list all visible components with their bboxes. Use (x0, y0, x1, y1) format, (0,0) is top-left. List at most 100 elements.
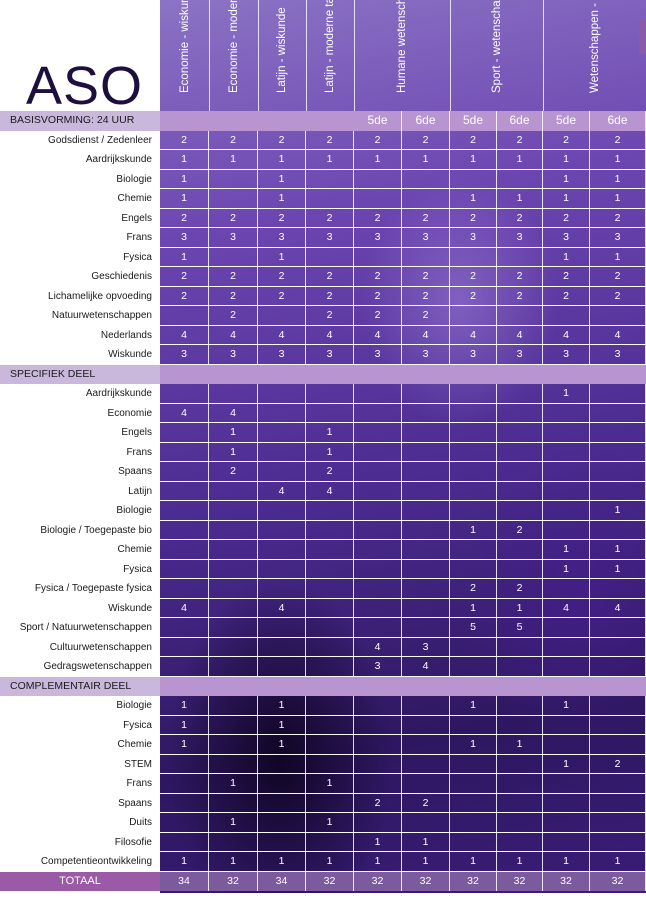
table-cell (306, 559, 354, 579)
table-cell: 2 (160, 130, 209, 150)
table-cell: 2 (497, 286, 543, 306)
table-row: Biologie 1 (0, 501, 646, 521)
table-cell: 1 (543, 189, 590, 209)
table-cell: 2 (209, 130, 258, 150)
table-cell: 2 (497, 520, 543, 540)
table-cell (160, 637, 209, 657)
table-cell (450, 559, 497, 579)
table-row: STEM 1 2 (0, 754, 646, 774)
table-cell: 1 (450, 735, 497, 755)
table-cell: 4 (160, 403, 209, 423)
table-cell (209, 247, 258, 267)
table-cell: 2 (306, 267, 354, 287)
table-cell: 2 (306, 130, 354, 150)
table-cell (590, 442, 646, 462)
table-cell (402, 559, 450, 579)
table-cell (209, 735, 258, 755)
table-cell: 3 (258, 228, 306, 248)
subject-label: Duits (129, 817, 152, 828)
subject-label: Latijn (128, 485, 152, 497)
table-cell: 2 (450, 208, 497, 228)
table-cell (543, 501, 590, 521)
table-cell (450, 793, 497, 813)
table-cell (590, 735, 646, 755)
table-cell: 1 (543, 150, 590, 170)
column-header-label: Humane wetenschappen (396, 0, 408, 93)
subject-label: Sport / Natuurwetenschappen (19, 622, 152, 633)
table-cell (354, 715, 402, 735)
table-cell: 2 (402, 286, 450, 306)
table-cell (354, 559, 402, 579)
table-cell (209, 754, 258, 774)
table-cell (450, 169, 497, 189)
table-cell (209, 520, 258, 540)
table-cell (543, 793, 590, 813)
subject-label: Aardrijkskunde (85, 154, 152, 165)
row-divider (160, 636, 646, 638)
table-cell (497, 813, 543, 833)
photo-background (160, 0, 646, 893)
table-cell (258, 813, 306, 833)
table-cell: 3 (306, 228, 354, 248)
subject-label: Nederlands (100, 329, 152, 341)
table-cell: 2 (402, 130, 450, 150)
table-cell (306, 637, 354, 657)
table-cell: 1 (497, 150, 543, 170)
table-cell: 1 (543, 754, 590, 774)
table-cell: 4 (450, 325, 497, 345)
table-cell (258, 423, 306, 443)
table-cell (497, 774, 543, 794)
table-cell: 2 (258, 208, 306, 228)
table-cell (209, 598, 258, 618)
row-divider (160, 675, 646, 677)
table-cell (306, 696, 354, 716)
table-cell (258, 384, 306, 404)
table-cell (306, 189, 354, 209)
subject-label: Fysica (123, 719, 152, 731)
table-cell (590, 618, 646, 638)
table-cell (354, 579, 402, 599)
column-header-label: Sport - wetenschappen (490, 0, 503, 93)
table-cell (160, 501, 209, 521)
table-cell (543, 657, 590, 677)
row-divider (160, 285, 646, 287)
table-cell: 2 (402, 267, 450, 287)
table-cell (306, 754, 354, 774)
table-cell (497, 501, 543, 521)
table-cell: 2 (497, 208, 543, 228)
column-header-label: Economie - moderne talen (227, 0, 240, 93)
table-cell: 1 (543, 559, 590, 579)
table-cell: 4 (402, 325, 450, 345)
table-cell: 4 (209, 403, 258, 423)
table-cell (450, 306, 497, 326)
total-cell: 34 (258, 871, 306, 891)
table-cell: 2 (160, 286, 209, 306)
subject-label: Spaans (118, 466, 152, 477)
table-cell (160, 520, 209, 540)
table-cell: 4 (590, 598, 646, 618)
table-row: Cultuurwetenschappen 4 3 (0, 637, 646, 657)
table-cell: 3 (450, 345, 497, 365)
table-cell (590, 462, 646, 482)
table-cell (306, 793, 354, 813)
table-cell: 4 (354, 637, 402, 657)
year-label: 5de (354, 111, 402, 131)
table-cell: 3 (258, 345, 306, 365)
table-cell: 1 (209, 150, 258, 170)
table-cell (258, 618, 306, 638)
subject-label: Gedragswetenschappen (43, 661, 152, 672)
table-cell: 2 (258, 286, 306, 306)
table-cell (354, 442, 402, 462)
table-cell: 1 (306, 442, 354, 462)
table-cell: 2 (590, 267, 646, 287)
table-row: Wiskunde 3 3 3 3 3 3 3 3 3 3 (0, 345, 646, 365)
table-cell: 1 (354, 150, 402, 170)
table-cell (258, 442, 306, 462)
row-divider (160, 539, 646, 540)
row-divider (160, 363, 646, 365)
table-cell (497, 481, 543, 501)
table-cell: 1 (543, 247, 590, 267)
table-cell (450, 481, 497, 501)
table-cell: 3 (543, 345, 590, 365)
table-cell (160, 832, 209, 852)
